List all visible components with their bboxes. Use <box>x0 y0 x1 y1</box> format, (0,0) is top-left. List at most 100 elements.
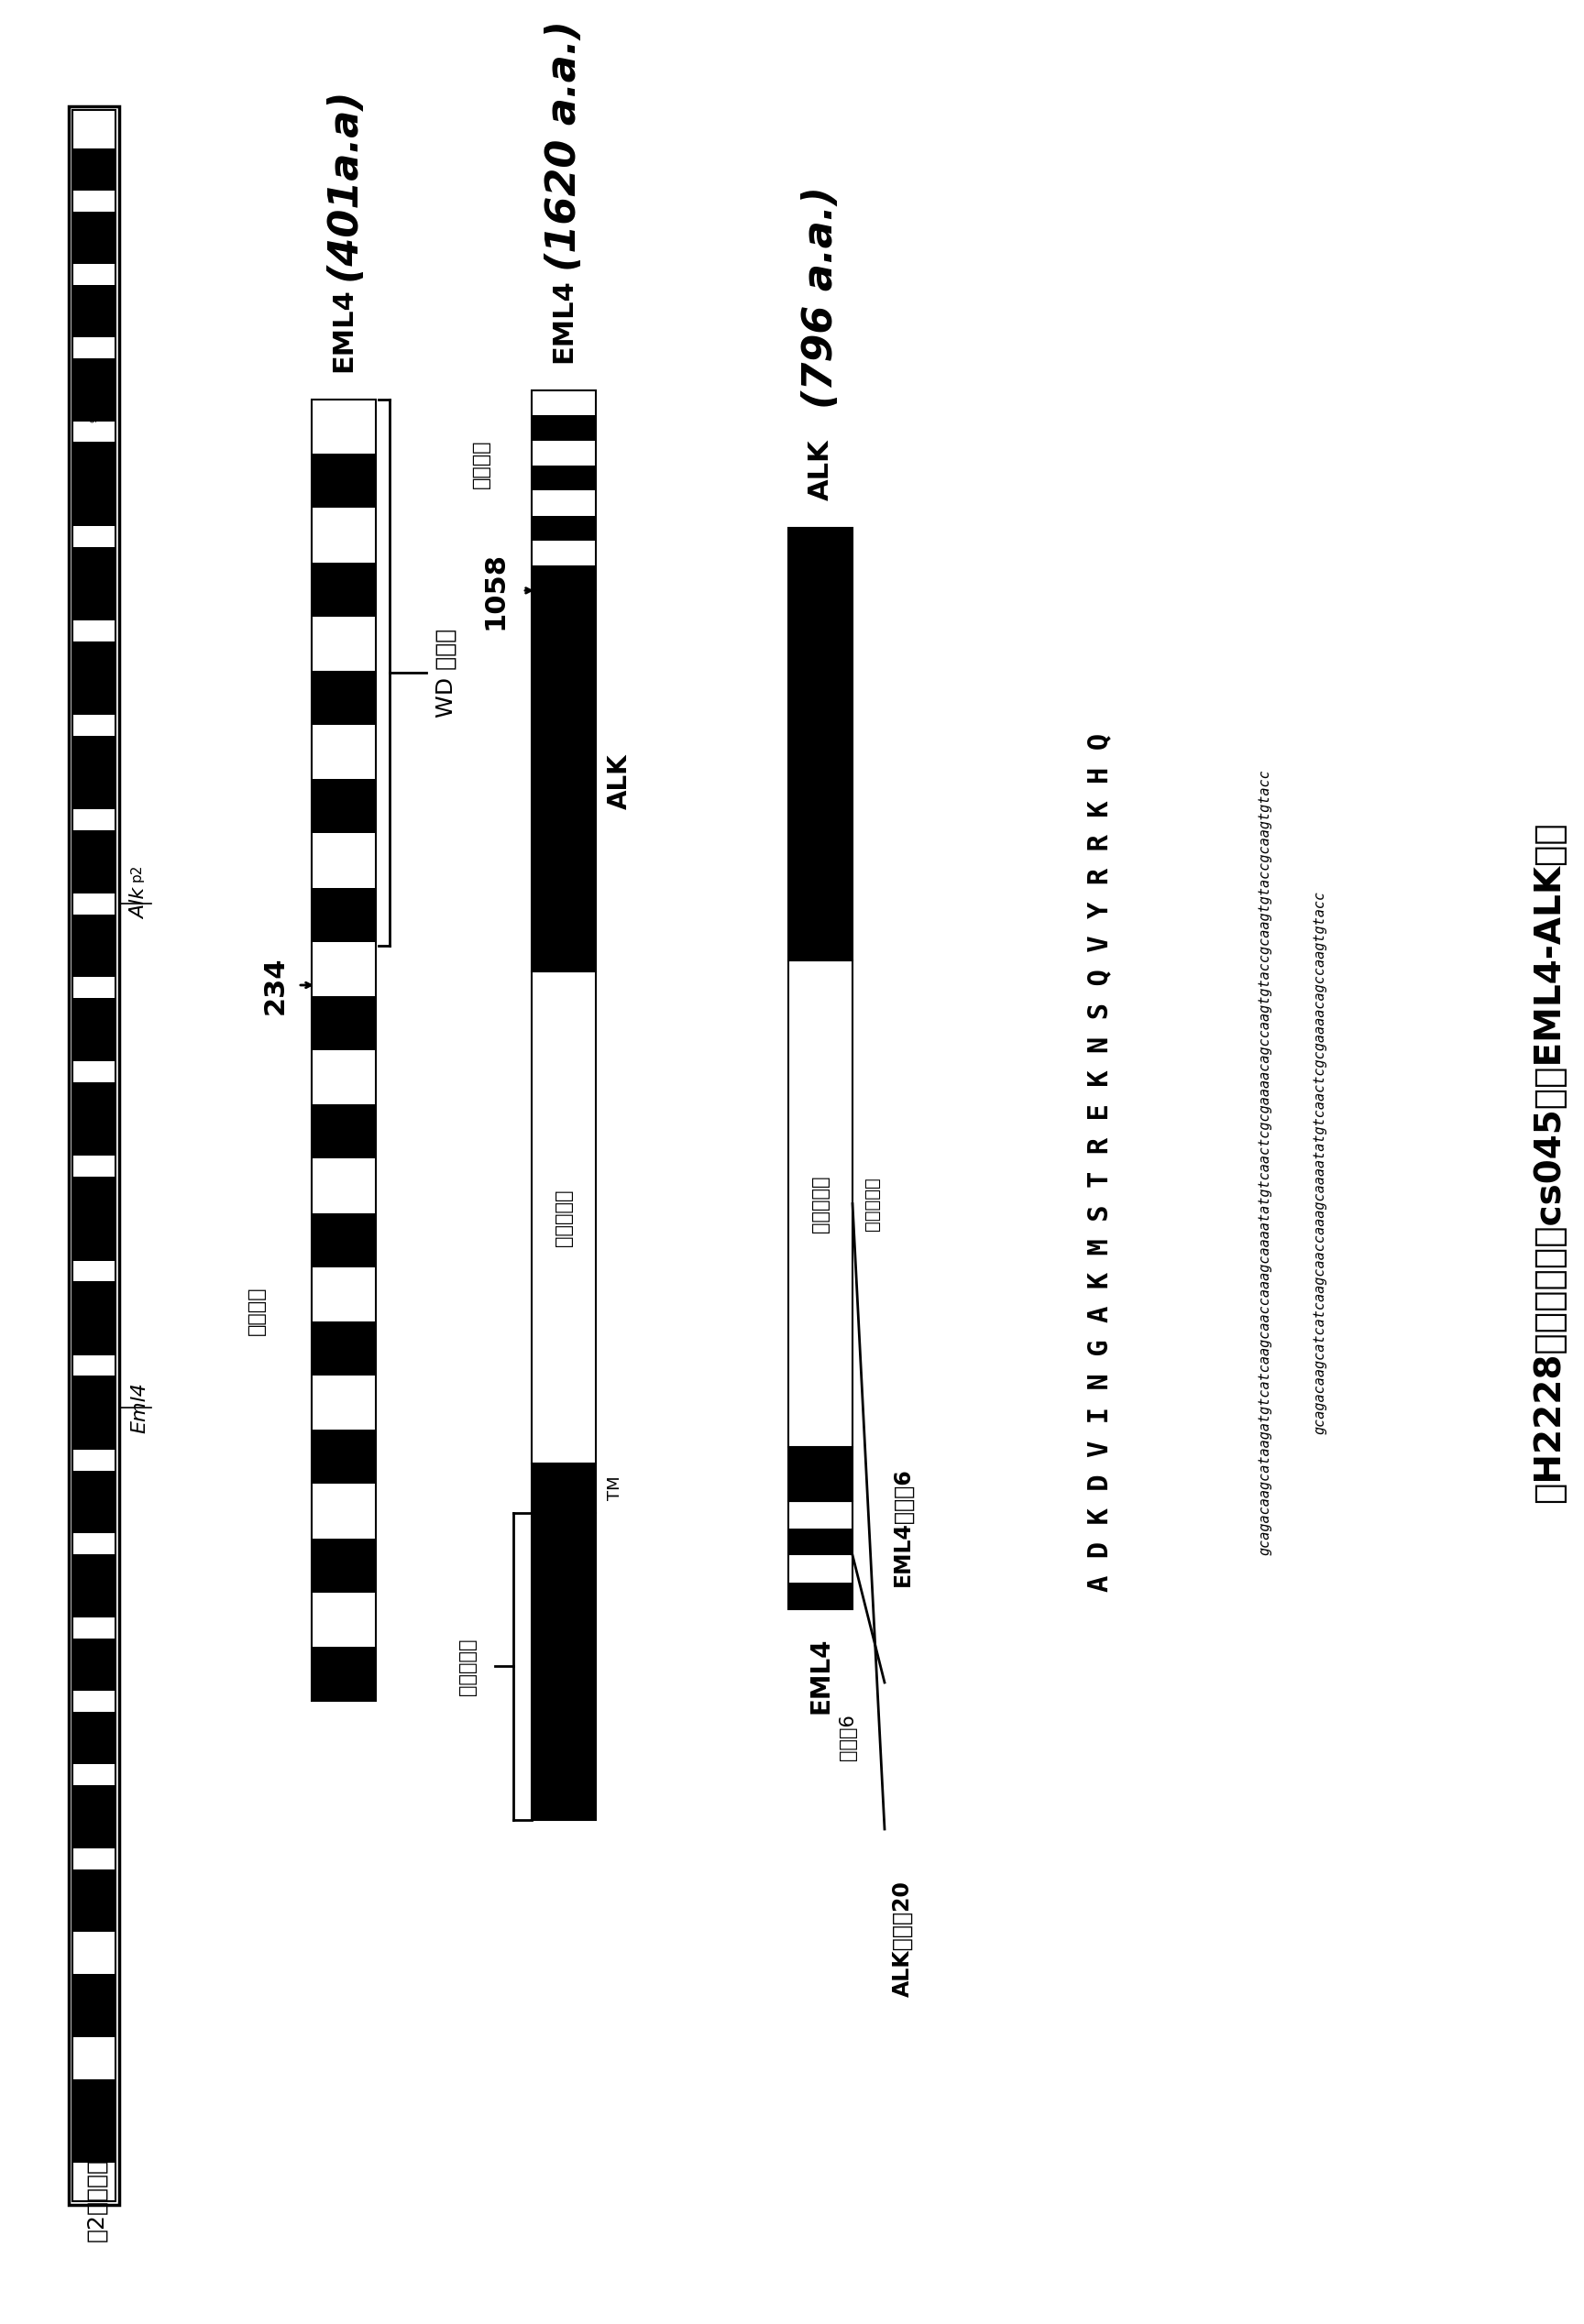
Bar <box>73 1176 116 1260</box>
Bar <box>73 913 116 976</box>
Bar <box>312 400 375 453</box>
Text: p12p11: p12p11 <box>90 930 98 962</box>
Bar <box>532 541 596 565</box>
Text: Alk: Alk <box>130 888 149 920</box>
Text: 531: 531 <box>90 581 98 597</box>
Text: 激酶结构域: 激酶结构域 <box>811 1176 830 1232</box>
Bar <box>312 941 375 997</box>
Bar <box>312 672 375 725</box>
Bar <box>73 2080 116 2164</box>
Bar <box>789 528 852 960</box>
Text: 内含子6: 内含子6 <box>840 1715 857 1762</box>
Text: 第2号染色体: 第2号染色体 <box>86 2159 108 2243</box>
Bar <box>789 1501 852 1608</box>
Text: EML4: EML4 <box>331 288 356 372</box>
Bar <box>73 1471 116 1534</box>
Bar <box>73 830 116 892</box>
Bar <box>532 442 596 465</box>
Bar <box>312 1648 375 1701</box>
Text: ALK: ALK <box>607 753 632 809</box>
Text: 胞外结构域: 胞外结构域 <box>458 1638 477 1694</box>
Bar <box>532 390 596 416</box>
Bar <box>789 1529 852 1555</box>
Bar <box>789 960 852 1448</box>
Bar <box>532 416 596 442</box>
Bar <box>312 1267 375 1322</box>
Text: (401a.a): (401a.a) <box>325 88 363 281</box>
Bar <box>789 1583 852 1608</box>
Bar <box>532 565 596 590</box>
Bar <box>312 779 375 834</box>
Bar <box>312 834 375 888</box>
Bar <box>73 737 116 809</box>
Bar <box>312 725 375 779</box>
Bar <box>73 1638 116 1692</box>
Bar <box>312 1160 375 1213</box>
Bar <box>73 1555 116 1618</box>
Bar <box>73 641 116 716</box>
Text: gcagacaagcataagatgtcatcaagcaaccaaagcaaaatatgtcaactcgcgaaaacagccaagtgtaccgcaagtgt: gcagacaagcataagatgtcatcaagcaaccaaagcaaaa… <box>1258 769 1272 1555</box>
Bar <box>73 1785 116 1848</box>
Bar <box>73 1713 116 1764</box>
Bar <box>73 1376 116 1450</box>
Bar <box>532 516 596 541</box>
Text: 1058: 1058 <box>482 551 508 630</box>
Text: A D K D V I N G A K M S T R E K N S Q V Y R R K H Q: A D K D V I N G A K M S T R E K N S Q V … <box>1087 732 1114 1592</box>
Bar <box>532 1464 596 1513</box>
Bar <box>73 1083 116 1155</box>
Text: WD 重复区: WD 重复区 <box>436 627 458 718</box>
Bar <box>312 616 375 672</box>
Bar <box>73 999 116 1062</box>
Bar <box>73 211 116 263</box>
Bar <box>312 400 375 1701</box>
Text: q11: q11 <box>90 1116 98 1132</box>
Text: (796 a.a.): (796 a.a.) <box>800 186 840 409</box>
Bar <box>73 442 116 525</box>
Bar <box>312 1376 375 1429</box>
Text: ALK: ALK <box>808 439 833 500</box>
Text: (1620 a.a.): (1620 a.a.) <box>543 21 583 272</box>
Bar <box>312 1592 375 1648</box>
Bar <box>73 284 116 337</box>
Text: 激酶结构域: 激酶结构域 <box>863 1176 881 1232</box>
Text: 93:55: 93:55 <box>90 400 98 423</box>
Bar <box>789 1448 852 1501</box>
Bar <box>73 1868 116 1931</box>
Bar <box>73 546 116 621</box>
Bar <box>789 1555 852 1583</box>
Bar <box>532 971 596 1464</box>
Bar <box>312 1429 375 1485</box>
Text: TM: TM <box>607 1476 624 1501</box>
Text: gcagacaagcatcatcaagcaaccaaagcaaaatatgtcaactcgcgaaaacagccaagtgtacc: gcagacaagcatcatcaagcaaccaaagcaaaatatgtca… <box>1313 890 1327 1434</box>
Bar <box>312 1485 375 1538</box>
Text: Eml4: Eml4 <box>130 1383 149 1434</box>
Bar <box>312 1104 375 1160</box>
Bar <box>532 1513 596 1820</box>
Bar <box>532 490 596 516</box>
Text: EML4: EML4 <box>551 279 577 363</box>
Bar <box>532 590 596 971</box>
Bar <box>312 509 375 562</box>
Text: EML4: EML4 <box>808 1636 833 1713</box>
Bar <box>312 997 375 1050</box>
Bar <box>73 109 116 2201</box>
Bar <box>532 390 596 590</box>
Bar <box>312 562 375 616</box>
Text: 234: 234 <box>263 955 288 1013</box>
Text: 卷曲螺旋: 卷曲螺旋 <box>247 1285 266 1334</box>
Bar <box>312 1050 375 1104</box>
Bar <box>312 1213 375 1267</box>
Text: p2: p2 <box>130 865 144 881</box>
Bar <box>312 888 375 941</box>
Text: ALK外显子20: ALK外显子20 <box>892 1880 914 1996</box>
Text: 在H2228细胞系和患者cs045中的EML4-ALK融合: 在H2228细胞系和患者cs045中的EML4-ALK融合 <box>1532 820 1567 1504</box>
Text: 激酶结构域: 激酶结构域 <box>554 1190 573 1246</box>
Bar <box>789 1501 852 1529</box>
Bar <box>73 358 116 421</box>
Bar <box>312 1322 375 1376</box>
Bar <box>312 1538 375 1592</box>
Bar <box>73 149 116 191</box>
Bar <box>68 107 119 2205</box>
Bar <box>73 1973 116 2036</box>
Bar <box>312 453 375 509</box>
